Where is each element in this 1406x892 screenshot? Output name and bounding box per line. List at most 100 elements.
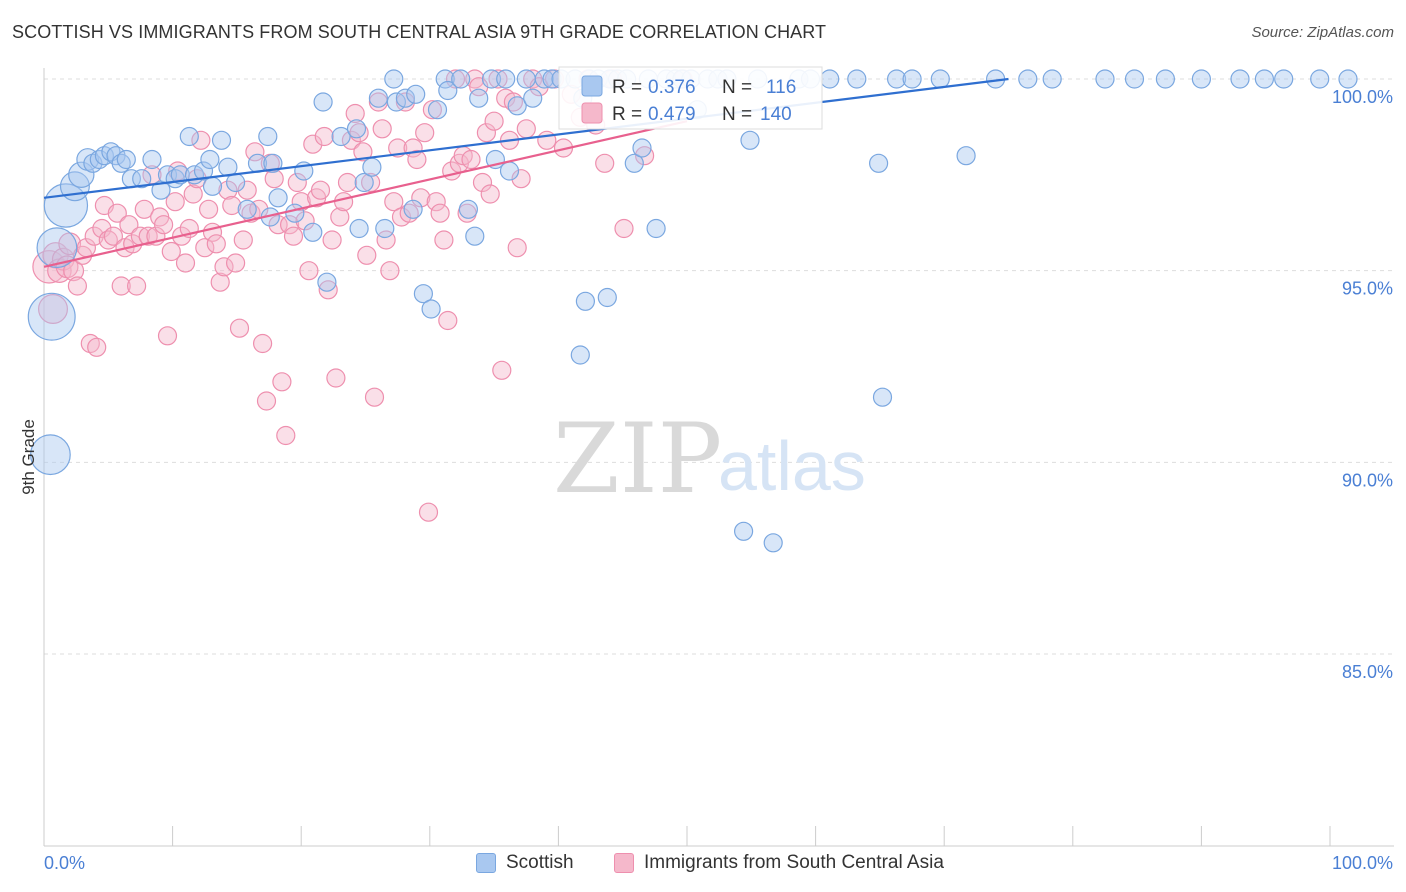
- pink-data-point: [84, 226, 104, 246]
- blue-data-point: [303, 222, 323, 242]
- blue-data-point: [435, 69, 455, 89]
- blue-data-point: [575, 291, 596, 311]
- blue-data-point: [499, 161, 520, 181]
- pink-data-point: [372, 119, 392, 139]
- pink-data-point: [310, 180, 331, 200]
- blue-data-point: [868, 153, 889, 173]
- blue-data-point: [406, 84, 426, 104]
- pink-data-point: [134, 199, 154, 219]
- pink-data-point: [341, 130, 361, 150]
- legend-n-value-1: 116: [766, 77, 796, 98]
- legend-swatch-blue: [581, 75, 603, 97]
- pink-data-point: [119, 215, 139, 235]
- pink-data-point: [229, 318, 250, 338]
- chart-title: SCOTTISH VS IMMIGRANTS FROM SOUTH CENTRA…: [12, 22, 827, 42]
- blue-data-point: [349, 218, 369, 239]
- pink-data-point: [472, 172, 493, 193]
- blue-data-point: [313, 92, 333, 112]
- bottom-legend-label-immigrants: Immigrants from South Central Asia: [644, 852, 944, 873]
- bottom-legend-item-scottish: Scottish: [476, 852, 574, 874]
- legend-r-value-2: 0.479: [648, 104, 696, 125]
- pink-data-point: [422, 100, 442, 120]
- blue-data-point: [481, 69, 502, 89]
- pink-data-point: [218, 180, 238, 200]
- pink-data-point: [503, 92, 524, 112]
- pink-data-point: [318, 280, 338, 300]
- pink-data-point: [388, 138, 408, 158]
- blue-data-point: [421, 299, 441, 319]
- pink-data-point: [206, 234, 226, 254]
- pink-data-point: [98, 230, 118, 250]
- watermark-zip: ZIP: [553, 403, 722, 515]
- blue-data-point: [902, 69, 922, 89]
- blue-data-point: [317, 272, 337, 292]
- blue-data-point: [496, 69, 516, 89]
- blue-data-point: [111, 153, 131, 173]
- blue-data-point: [226, 172, 246, 193]
- pink-data-point: [154, 215, 174, 235]
- pink-data-point: [253, 333, 273, 354]
- pink-data-point: [67, 276, 88, 296]
- blue-data-point: [403, 199, 423, 219]
- pink-data-point: [287, 172, 307, 193]
- legend-r-value-1: 0.376: [648, 77, 696, 98]
- pink-data-point: [314, 126, 334, 147]
- blue-data-point: [465, 226, 485, 246]
- blue-data-point: [458, 199, 478, 219]
- pink-data-point: [245, 142, 265, 162]
- legend-frame: [558, 66, 823, 130]
- pink-data-point: [384, 192, 404, 212]
- pink-data-point: [438, 310, 458, 331]
- blue-data-point: [395, 88, 415, 108]
- blue-data-point: [763, 533, 783, 553]
- blue-data-point: [179, 126, 199, 147]
- y-tick-label: 85.0%: [1342, 662, 1393, 682]
- pink-data-point: [426, 192, 446, 212]
- blue-data-point: [346, 119, 367, 139]
- legend-n-label-1: N =: [722, 77, 752, 98]
- pink-data-point: [461, 149, 481, 170]
- pink-data-point: [199, 199, 219, 219]
- pink-data-point: [183, 184, 203, 204]
- blue-data-point: [285, 203, 305, 223]
- pink-data-point: [326, 368, 346, 388]
- tick-labels: 100.0% 95.0% 90.0% 85.0% 0.0% 100.0%: [44, 87, 1393, 873]
- blue-data-point: [36, 227, 78, 269]
- pink-data-point: [434, 230, 454, 250]
- blue-data-point: [597, 287, 617, 308]
- pink-data-point: [161, 241, 181, 262]
- blue-data-point: [193, 161, 214, 181]
- pink-data-point: [87, 337, 107, 357]
- bottom-legend-swatch-blue: [476, 853, 496, 873]
- pink-data-point: [492, 360, 512, 380]
- y-tick-label: 100.0%: [1332, 87, 1393, 107]
- blue-data-point: [820, 69, 840, 89]
- blue-data-point: [354, 172, 374, 193]
- pink-data-point: [415, 123, 435, 143]
- pink-data-point: [516, 119, 536, 139]
- pink-data-point: [614, 218, 634, 239]
- blue-data-point: [847, 69, 867, 89]
- blue-data-point: [1018, 69, 1038, 89]
- bottom-legend-label-scottish: Scottish: [506, 852, 574, 873]
- pink-data-point: [595, 153, 615, 173]
- blue-data-point: [1042, 69, 1062, 89]
- blue-data-point: [733, 521, 754, 541]
- pink-data-point: [233, 230, 253, 250]
- pink-data-point: [634, 146, 655, 166]
- blue-data-point: [427, 100, 448, 120]
- pink-data-point: [111, 276, 131, 296]
- blue-data-point: [211, 130, 232, 150]
- pink-data-point: [210, 272, 230, 292]
- blue-data-point: [534, 69, 554, 89]
- legend-n-value-2: 140: [760, 104, 792, 125]
- blue-data-point: [469, 88, 489, 108]
- pink-data-point: [364, 387, 385, 407]
- blue-data-point: [368, 88, 388, 108]
- y-tick-label: 90.0%: [1342, 470, 1393, 490]
- pink-data-point: [322, 230, 342, 250]
- x-tick-label-left: 0.0%: [44, 853, 85, 873]
- blue-data-point: [624, 153, 644, 173]
- pink-data-point: [476, 123, 496, 143]
- pink-trend-line: [43, 120, 688, 268]
